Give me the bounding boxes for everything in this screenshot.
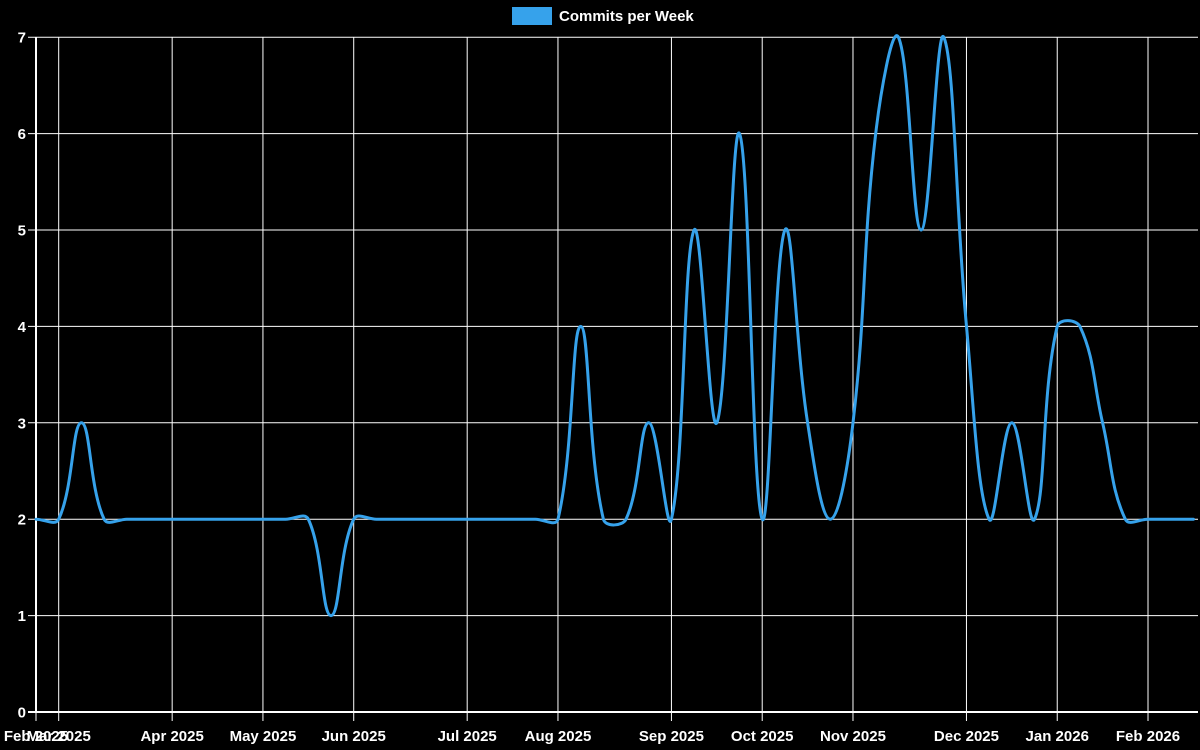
y-tick-label: 1 <box>18 608 26 625</box>
x-tick-label: Feb 2025 <box>4 728 68 745</box>
x-tick-label: May 2025 <box>230 728 297 745</box>
y-tick-label: 2 <box>18 512 26 529</box>
y-tick-label: 4 <box>18 319 27 336</box>
legend-label: Commits per Week <box>559 7 694 25</box>
x-tick-label: Jul 2025 <box>438 728 497 745</box>
y-tick-label: 3 <box>18 415 26 432</box>
x-tick-label: Oct 2025 <box>731 728 794 745</box>
x-tick-label: Mar 2025 <box>27 728 91 745</box>
x-tick-label: Feb 2026 <box>1116 728 1180 745</box>
x-tick-label: Dec 2025 <box>934 728 999 745</box>
x-tick-label: Jun 2025 <box>322 728 386 745</box>
y-tick-label: 5 <box>18 223 26 240</box>
x-tick-label: Nov 2025 <box>820 728 886 745</box>
y-tick-label: 0 <box>18 705 26 722</box>
y-tick-label: 6 <box>18 126 26 143</box>
x-tick-label: Jan 2026 <box>1026 728 1089 745</box>
commits-line-series <box>34 34 1195 618</box>
x-tick-label: Aug 2025 <box>525 728 592 745</box>
x-tick-label: Apr 2025 <box>140 728 203 745</box>
legend-swatch <box>512 7 552 25</box>
legend[interactable]: Commits per Week <box>512 7 694 25</box>
x-tick-label: Sep 2025 <box>639 728 704 745</box>
y-tick-label: 7 <box>18 30 26 47</box>
